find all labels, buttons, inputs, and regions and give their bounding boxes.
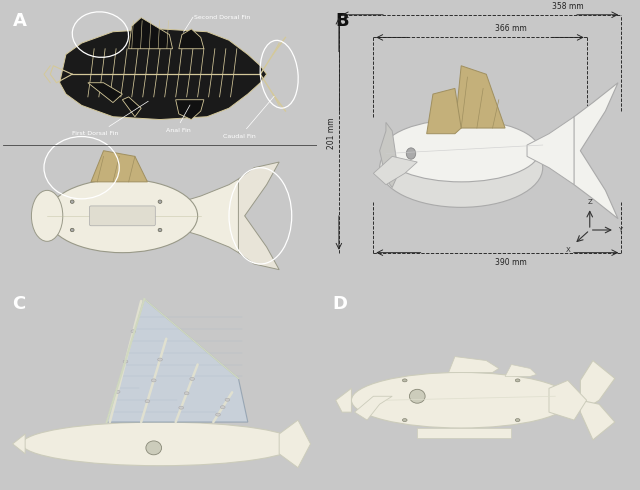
Text: First Dorsal Fin: First Dorsal Fin <box>72 131 118 136</box>
Text: C: C <box>13 295 26 313</box>
Polygon shape <box>336 388 351 412</box>
Text: B: B <box>336 12 349 30</box>
Text: Second Dorsal Fin: Second Dorsal Fin <box>195 15 251 20</box>
Text: A: A <box>13 12 26 30</box>
Ellipse shape <box>179 406 184 409</box>
Ellipse shape <box>380 128 543 207</box>
Ellipse shape <box>47 179 198 253</box>
Ellipse shape <box>403 379 407 382</box>
Ellipse shape <box>70 200 74 203</box>
Ellipse shape <box>31 190 63 242</box>
Polygon shape <box>355 396 392 420</box>
Polygon shape <box>580 400 615 440</box>
Ellipse shape <box>515 418 520 421</box>
FancyBboxPatch shape <box>90 206 156 226</box>
Ellipse shape <box>152 379 156 382</box>
Polygon shape <box>417 428 511 438</box>
Polygon shape <box>13 434 25 454</box>
Polygon shape <box>88 83 122 102</box>
Polygon shape <box>91 151 147 182</box>
Ellipse shape <box>515 379 520 382</box>
Polygon shape <box>427 88 461 134</box>
Ellipse shape <box>351 372 571 428</box>
Text: Z: Z <box>588 198 592 204</box>
Polygon shape <box>580 361 615 412</box>
Ellipse shape <box>146 441 161 455</box>
Ellipse shape <box>184 392 189 395</box>
Ellipse shape <box>115 391 120 393</box>
Ellipse shape <box>157 358 163 361</box>
Polygon shape <box>373 156 417 185</box>
Text: 358 mm: 358 mm <box>552 1 584 10</box>
Ellipse shape <box>216 413 220 416</box>
Ellipse shape <box>190 377 195 380</box>
Polygon shape <box>455 66 505 128</box>
Ellipse shape <box>123 360 128 363</box>
Ellipse shape <box>131 330 136 333</box>
Ellipse shape <box>220 406 225 409</box>
Polygon shape <box>574 83 618 219</box>
Text: 201 mm: 201 mm <box>326 118 335 149</box>
Polygon shape <box>107 299 248 422</box>
Ellipse shape <box>70 228 74 232</box>
Polygon shape <box>175 100 204 120</box>
Text: 366 mm: 366 mm <box>495 24 527 33</box>
Ellipse shape <box>158 200 162 203</box>
Polygon shape <box>380 122 399 188</box>
Polygon shape <box>449 357 499 372</box>
Polygon shape <box>129 18 173 49</box>
Polygon shape <box>505 365 536 376</box>
Polygon shape <box>60 29 267 120</box>
Polygon shape <box>239 162 279 270</box>
Text: Caudal Fin: Caudal Fin <box>223 134 255 139</box>
Polygon shape <box>279 420 310 467</box>
Ellipse shape <box>225 398 230 401</box>
Ellipse shape <box>406 148 416 159</box>
Text: X: X <box>566 247 571 253</box>
Ellipse shape <box>410 390 425 403</box>
Text: D: D <box>333 295 348 313</box>
Ellipse shape <box>145 400 150 403</box>
Ellipse shape <box>158 228 162 232</box>
Ellipse shape <box>22 422 298 466</box>
Text: Anal Fin: Anal Fin <box>166 128 191 133</box>
Polygon shape <box>179 29 204 49</box>
Polygon shape <box>122 97 141 117</box>
Polygon shape <box>182 179 244 253</box>
Text: Y: Y <box>618 227 622 233</box>
Polygon shape <box>549 380 587 420</box>
Ellipse shape <box>383 120 540 182</box>
Text: 390 mm: 390 mm <box>495 258 527 268</box>
Ellipse shape <box>403 418 407 421</box>
Polygon shape <box>527 117 580 185</box>
